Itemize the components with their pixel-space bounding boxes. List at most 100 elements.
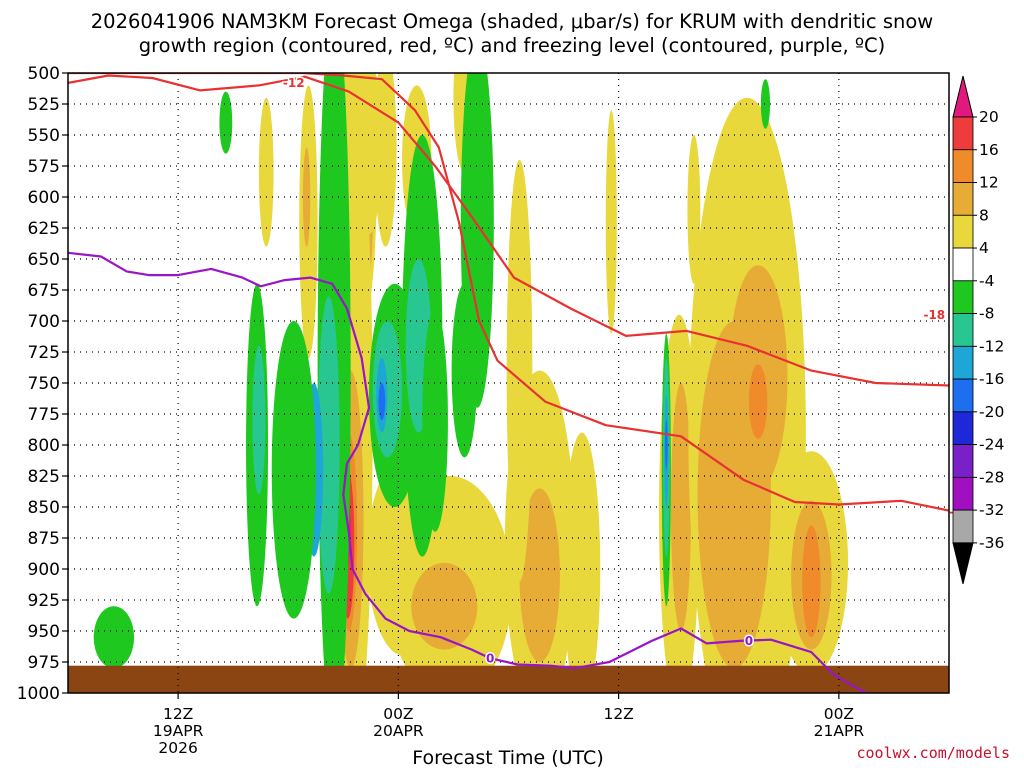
omega-region-35 — [317, 296, 340, 594]
omega-region-33 — [687, 135, 701, 284]
colorbar-swatch — [952, 116, 974, 151]
y-tick-label: 550 — [28, 126, 60, 146]
colorbar-swatch — [952, 313, 974, 347]
omega-region-51 — [93, 606, 135, 669]
colorbar-tick-label: -16 — [979, 370, 1004, 388]
colorbar-tick-label: 4 — [979, 239, 989, 257]
ground-layer — [68, 665, 949, 693]
contour-label-4: 0 — [745, 634, 753, 648]
colorbar-swatch — [952, 345, 974, 380]
omega-region-31 — [802, 525, 821, 638]
x-tick-label: 00Z — [824, 705, 854, 723]
colorbar-tick-label: -20 — [979, 403, 1004, 421]
grid — [68, 73, 949, 693]
omega-region-50 — [219, 91, 233, 154]
y-tick-label: 950 — [28, 622, 60, 642]
y-tick-label: 700 — [28, 312, 60, 332]
y-tick-label: 900 — [28, 560, 60, 580]
ground-band — [68, 665, 949, 693]
colorbar-swatch — [952, 378, 974, 413]
omega-region-11 — [302, 147, 311, 247]
omega-region-9 — [258, 97, 274, 247]
omega-region-49 — [422, 308, 448, 532]
y-tick-label: 800 — [28, 436, 60, 456]
colorbar-swatch — [952, 149, 974, 183]
y-tick-label: 975 — [28, 653, 60, 673]
y-tick-label: 675 — [28, 281, 60, 301]
colorbar-tick-label: 16 — [979, 141, 999, 159]
colorbar-tick-label: -32 — [979, 501, 1004, 519]
colorbar-tick-label: -36 — [979, 534, 1004, 552]
x-axis: 12Z19APR202600Z20APR12Z00Z21APR12Z — [153, 693, 865, 757]
colorbar-swatch — [952, 182, 974, 216]
colorbar-swatch — [952, 411, 974, 445]
x-tick-label: 21APR — [814, 722, 865, 740]
y-tick-label: 650 — [28, 250, 60, 270]
omega-region-28 — [748, 364, 768, 439]
colorbar-swatch — [952, 247, 974, 282]
colorbar-swatch — [952, 214, 974, 249]
y-tick-label: 625 — [28, 219, 60, 239]
omega-region-20 — [506, 159, 533, 582]
omega-region-21 — [563, 432, 601, 693]
isotherm-dgz-0 — [68, 74, 949, 387]
y-tick-label: 725 — [28, 343, 60, 363]
y-tick-label: 925 — [28, 591, 60, 611]
colorbar-bottom-triangle — [952, 542, 974, 584]
y-axis: 500 525 550 575 600 625 650 675 700 725 750 775 800 8… — [17, 64, 68, 704]
omega-region-39 — [271, 321, 316, 619]
colorbar: 20 16 12 8 4 -4 -8 -12 -16 -20 -24 -28 -32 -36 — [952, 75, 1004, 584]
x-axis-label: Forecast Time (UTC) — [412, 747, 603, 768]
colorbar-tick-label: 12 — [979, 174, 999, 192]
y-tick-label: 600 — [28, 188, 60, 208]
isotherm-freezing-2 — [68, 251, 867, 693]
colorbar-tick-label: -12 — [979, 337, 1004, 355]
colorbar-top-triangle — [952, 75, 974, 118]
colorbar-swatch — [952, 280, 974, 314]
credit-text: coolwx.com/models — [856, 744, 1010, 762]
x-tick-label: 19APR — [153, 722, 204, 740]
y-tick-label: 500 — [28, 64, 60, 84]
contour-lines — [68, 73, 949, 693]
omega-region-24 — [670, 383, 692, 631]
colorbar-tick-label: 8 — [979, 206, 989, 224]
y-tick-label: 525 — [28, 95, 60, 115]
omega-region-17 — [411, 562, 478, 650]
x-tick-label: 2026 — [158, 739, 197, 757]
y-tick-label: 875 — [28, 529, 60, 549]
omega-shading — [93, 73, 849, 693]
colorbar-swatch — [952, 476, 974, 511]
x-tick-label: 12Z — [603, 705, 633, 723]
contour-label-0: -12 — [283, 76, 305, 90]
colorbar-swatch — [952, 444, 974, 478]
x-tick-label: 12Z — [163, 705, 193, 723]
isotherm-dgz-1 — [68, 73, 949, 512]
colorbar-swatch — [952, 509, 974, 544]
contour-label-1: -18 — [923, 308, 945, 322]
chart-title-line2: growth region (contoured, red, ºC) and f… — [139, 34, 886, 57]
omega-region-56 — [665, 420, 668, 470]
omega-region-52 — [760, 79, 771, 129]
colorbar-tick-label: -4 — [979, 272, 994, 290]
y-tick-label: 1000 — [17, 684, 60, 704]
omega-region-48 — [451, 283, 478, 458]
omega-region-44 — [378, 383, 386, 421]
y-tick-label: 750 — [28, 374, 60, 394]
chart-title-line1: 2026041906 NAM3KM Forecast Omega (shaded… — [91, 10, 934, 33]
contour-label-3: 0 — [486, 651, 494, 665]
y-tick-label: 825 — [28, 467, 60, 487]
omega-region-19 — [519, 488, 560, 662]
omega-region-22 — [605, 110, 617, 334]
x-tick-label: 00Z — [383, 705, 413, 723]
colorbar-tick-label: -28 — [979, 468, 1004, 486]
omega-region-12 — [374, 73, 397, 247]
colorbar-tick-label: -24 — [979, 436, 1004, 454]
y-tick-label: 775 — [28, 405, 60, 425]
colorbar-tick-label: 20 — [979, 108, 999, 126]
y-tick-label: 850 — [28, 498, 60, 518]
y-tick-label: 575 — [28, 157, 60, 177]
omega-region-40 — [252, 345, 266, 495]
x-tick-label: 20APR — [373, 722, 424, 740]
colorbar-tick-label: -8 — [979, 305, 994, 323]
